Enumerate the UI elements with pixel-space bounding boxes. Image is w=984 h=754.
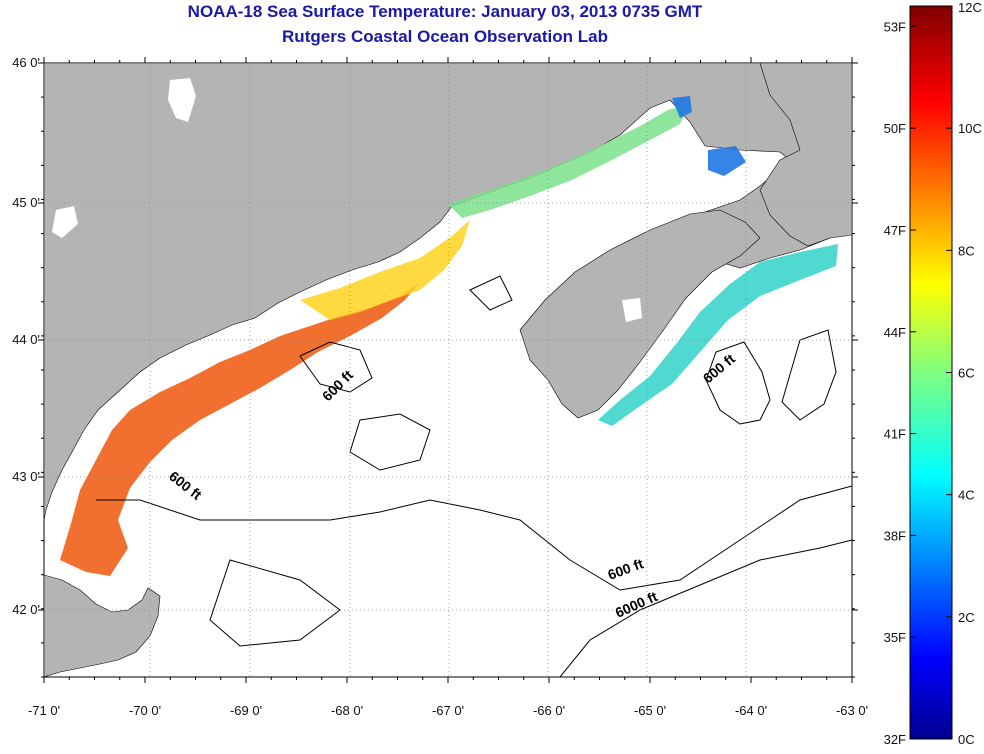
sst-cool-band — [448, 104, 690, 218]
contour-inner-1 — [299, 341, 373, 393]
colorbar-celsius-label: 6C — [958, 366, 975, 381]
sst-nova-scotia-band — [598, 244, 838, 426]
lat-label: 43 0' — [12, 469, 40, 484]
lake-3 — [622, 298, 642, 322]
axis-ticks — [38, 57, 858, 683]
lon-label: -71 0' — [28, 703, 60, 718]
colorbar-fahrenheit-labels: 53F 50F 47F 44F 41F 38F 35F 32F — [884, 19, 906, 747]
colorbar-celsius-label: 10C — [958, 121, 982, 136]
colorbar-fahrenheit-label: 32F — [884, 732, 906, 747]
colorbar-fahrenheit-label: 50F — [884, 121, 906, 136]
land-cape-cod — [44, 574, 161, 677]
lon-label: -66 0' — [533, 703, 565, 718]
lon-label: -64 0' — [735, 703, 767, 718]
contour-600ft-ns-1 — [705, 341, 771, 425]
lat-label: 42 0' — [12, 602, 40, 617]
sst-cold-bay — [672, 96, 746, 176]
lon-labels: -71 0' -70 0' -69 0' -68 0' -67 0' -66 0' -65 … — [28, 703, 868, 718]
lon-label: -68 0' — [331, 703, 363, 718]
lat-label: 46 0' — [12, 55, 40, 70]
lon-label: -67 0' — [432, 703, 464, 718]
lake-1 — [168, 78, 196, 122]
lake-2 — [52, 206, 78, 238]
contour-6000ft — [559, 539, 852, 677]
contour-inner-3 — [349, 413, 431, 471]
colorbar-celsius-label: 4C — [958, 488, 975, 503]
lat-labels: 46 0' 45 0' 44 0' 43 0' 42 0' — [12, 55, 40, 617]
land-cape-breton — [759, 63, 852, 247]
colorbar-ticks — [910, 5, 952, 740]
colorbar-celsius-label: 12C — [958, 0, 982, 15]
lon-label: -69 0' — [230, 703, 262, 718]
map-title: NOAA-18 Sea Surface Temperature: January… — [187, 2, 703, 21]
lon-label: -65 0' — [634, 703, 666, 718]
map-subtitle: Rutgers Coastal Ocean Observation Lab — [282, 27, 608, 46]
lon-label: -63 0' — [836, 703, 868, 718]
sst-mid-band — [300, 220, 470, 320]
sst-warm-band — [60, 282, 420, 576]
colorbar-fahrenheit-label: 41F — [884, 427, 906, 442]
graticule — [44, 63, 852, 677]
contour-inner-4 — [209, 559, 341, 647]
colorbar-fahrenheit-label: 38F — [884, 528, 906, 543]
lat-label: 44 0' — [12, 332, 40, 347]
colorbar-fahrenheit-label: 35F — [884, 630, 906, 645]
contour-600ft-gulf — [96, 485, 852, 591]
contour-inner-2 — [469, 275, 513, 311]
lat-label: 45 0' — [12, 195, 40, 210]
colorbar-fahrenheit-label: 44F — [884, 325, 906, 340]
bathymetry-contours — [96, 275, 852, 677]
colorbar-celsius-label: 2C — [958, 610, 975, 625]
colorbar — [909, 5, 953, 740]
colorbar-celsius-label: 0C — [958, 732, 975, 747]
colorbar-fahrenheit-label: 53F — [884, 19, 906, 34]
colorbar-celsius-label: 8C — [958, 243, 975, 258]
colorbar-celsius-labels: 12C 10C 8C 6C 4C 2C 0C — [958, 0, 982, 747]
colorbar-fahrenheit-label: 47F — [884, 223, 906, 238]
lon-label: -70 0' — [129, 703, 161, 718]
